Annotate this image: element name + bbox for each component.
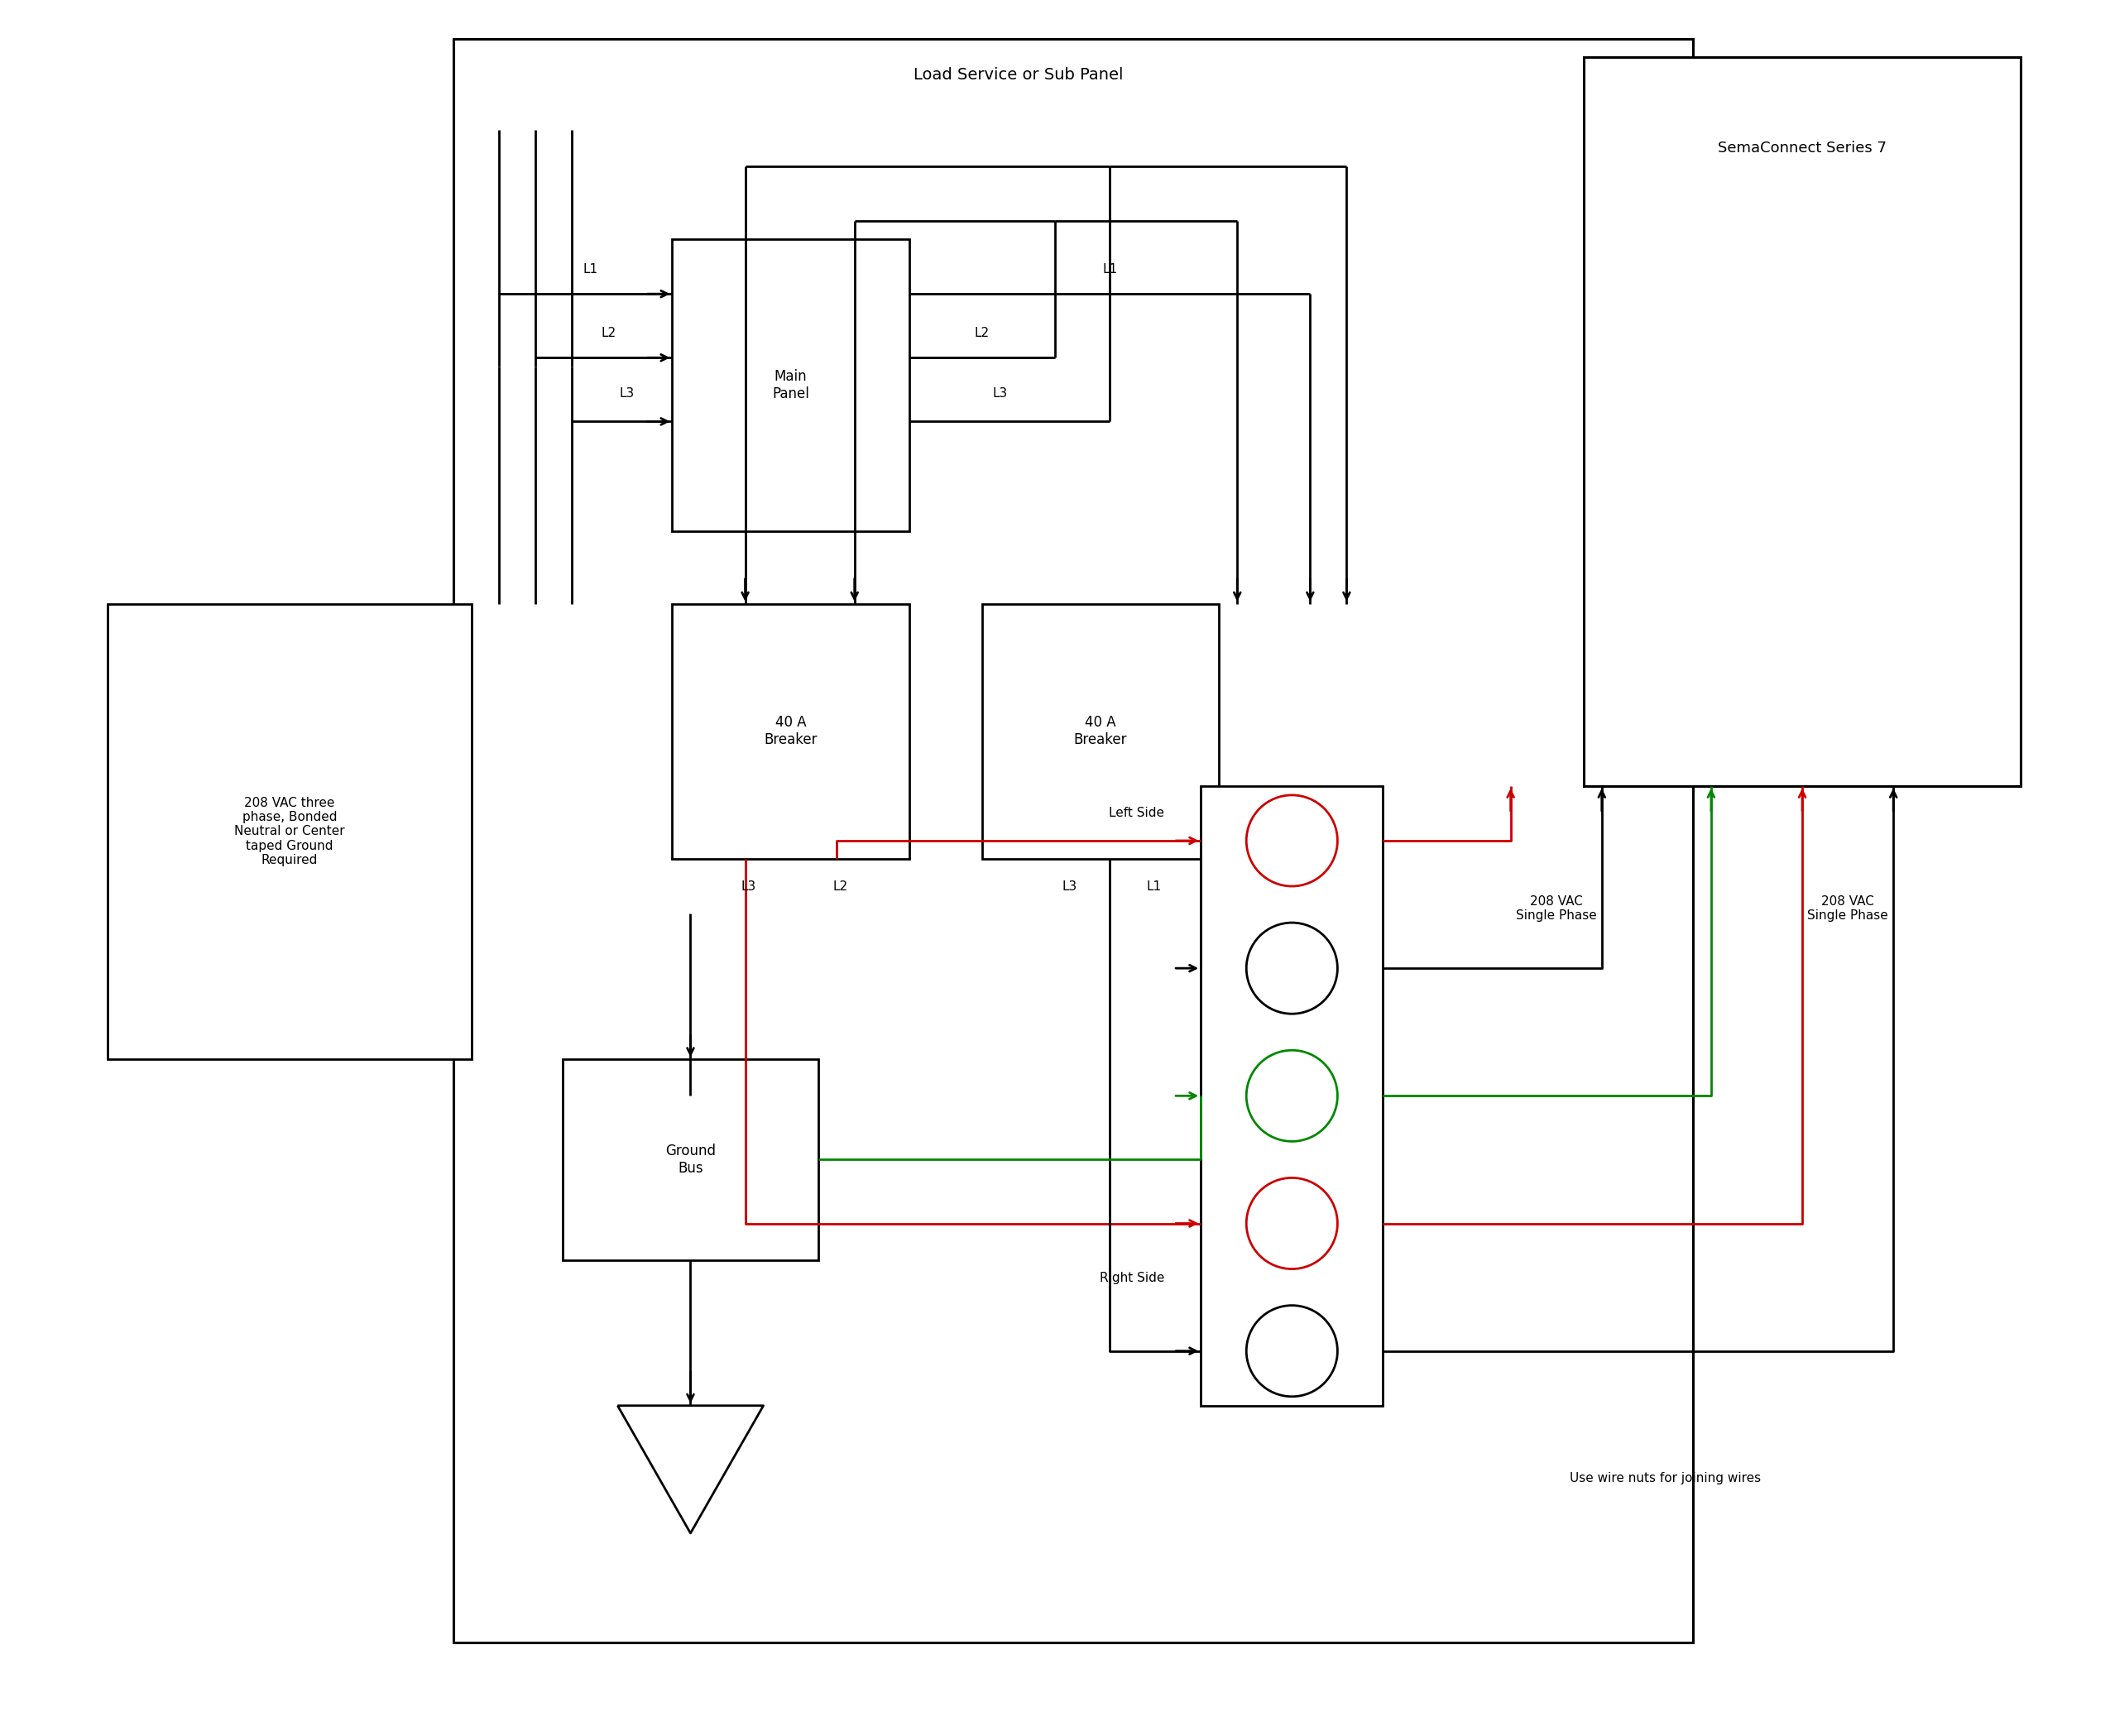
Text: L1: L1	[582, 264, 597, 276]
Text: L1: L1	[1101, 264, 1116, 276]
Bar	[563, 1059, 819, 1260]
Text: Ground
Bus: Ground Bus	[665, 1144, 715, 1175]
Circle shape	[1247, 1305, 1338, 1396]
Bar	[454, 38, 1692, 1642]
Circle shape	[1247, 1050, 1338, 1141]
Text: 40 A
Breaker: 40 A Breaker	[764, 715, 817, 748]
Text: L1: L1	[1146, 880, 1160, 892]
Text: L2: L2	[833, 880, 848, 892]
Text: 208 VAC
Single Phase: 208 VAC Single Phase	[1515, 896, 1597, 922]
Text: L3: L3	[994, 387, 1009, 399]
Text: 208 VAC
Single Phase: 208 VAC Single Phase	[1808, 896, 1888, 922]
Text: Right Side: Right Side	[1099, 1272, 1165, 1285]
Text: 40 A
Breaker: 40 A Breaker	[1074, 715, 1127, 748]
Text: 208 VAC three
phase, Bonded
Neutral or Center
taped Ground
Required: 208 VAC three phase, Bonded Neutral or C…	[234, 797, 344, 866]
Bar	[1582, 57, 2021, 786]
Text: L3: L3	[1061, 880, 1076, 892]
Text: SemaConnect Series 7: SemaConnect Series 7	[1718, 141, 1886, 156]
Bar	[1201, 786, 1382, 1406]
Text: L2: L2	[601, 326, 616, 340]
Text: Load Service or Sub Panel: Load Service or Sub Panel	[914, 68, 1123, 83]
Text: Main
Panel: Main Panel	[772, 370, 810, 401]
Bar	[673, 240, 909, 531]
Bar	[981, 604, 1220, 859]
Circle shape	[1247, 795, 1338, 885]
Text: Use wire nuts for joining wires: Use wire nuts for joining wires	[1570, 1472, 1762, 1484]
Circle shape	[1247, 922, 1338, 1014]
Text: L3: L3	[618, 387, 635, 399]
Text: L3: L3	[741, 880, 755, 892]
Bar	[673, 604, 909, 859]
Text: L2: L2	[975, 326, 990, 340]
Text: Left Side: Left Side	[1110, 807, 1165, 819]
Bar	[108, 604, 473, 1059]
Circle shape	[1247, 1177, 1338, 1269]
